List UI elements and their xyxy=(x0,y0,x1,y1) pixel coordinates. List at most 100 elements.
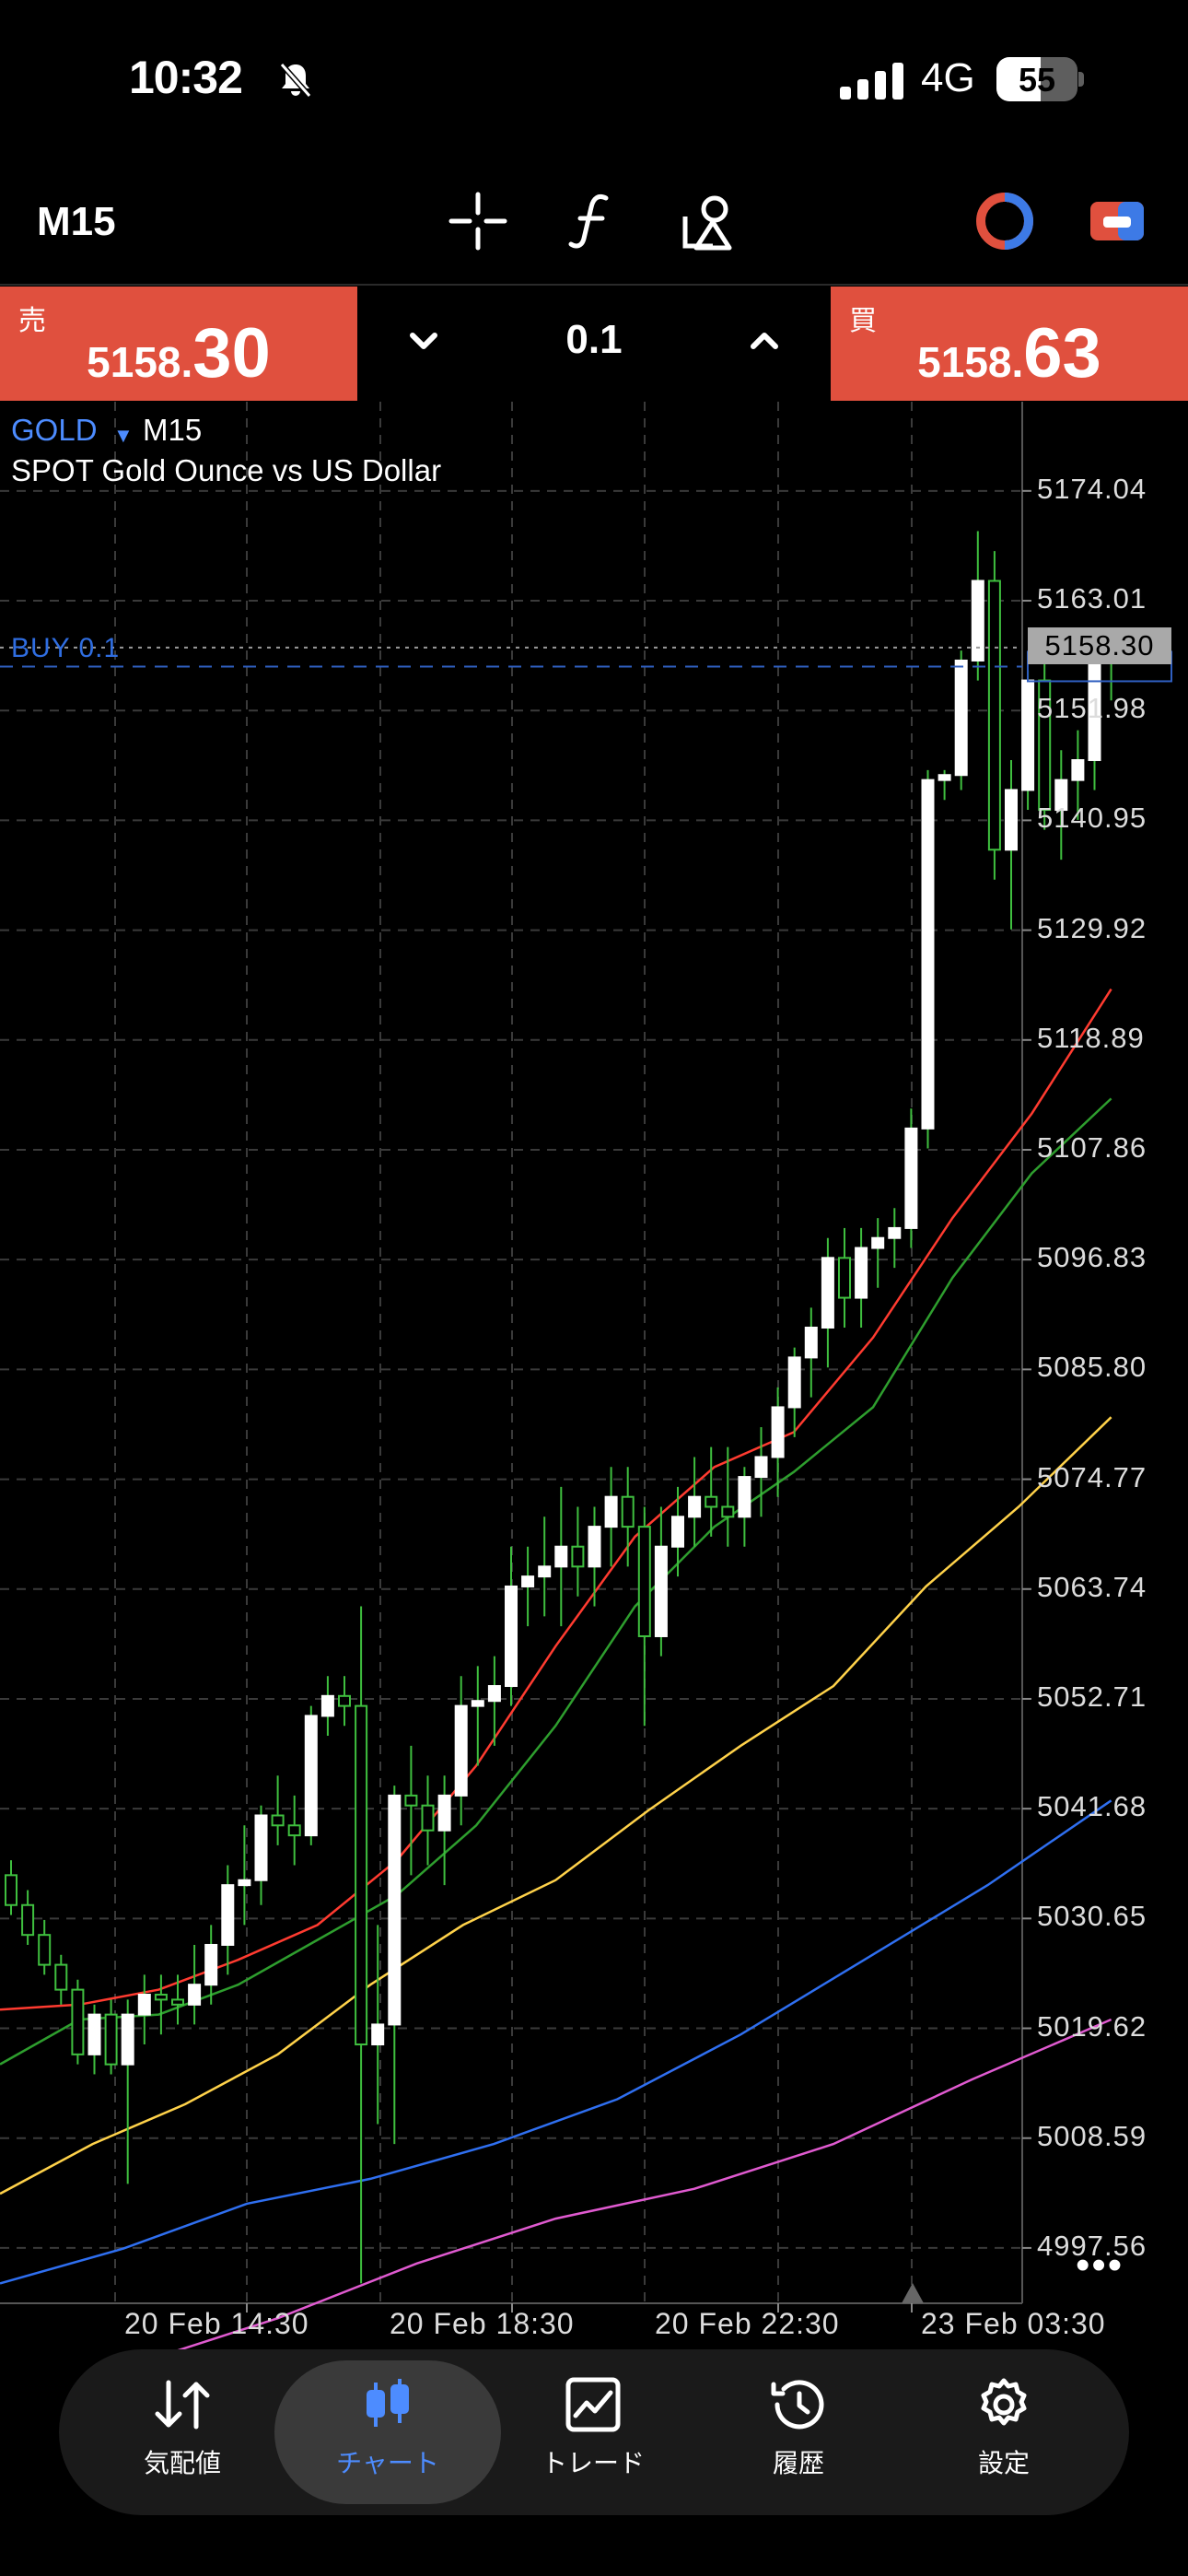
candle-body xyxy=(371,2023,385,2046)
candle xyxy=(238,1825,251,1926)
buy-button[interactable]: 買 5158.63 xyxy=(831,287,1188,401)
sell-label: 売 xyxy=(18,306,46,336)
candle xyxy=(938,769,951,801)
nav-item-history[interactable]: 履歴 xyxy=(706,2377,891,2480)
chart-symbol[interactable]: GOLD xyxy=(11,413,98,447)
y-tick-label: 5174.04 xyxy=(1037,472,1147,505)
y-tick-label: 5041.68 xyxy=(1037,1790,1147,1823)
nav-label-quotes: 気配値 xyxy=(143,2449,221,2477)
candle xyxy=(888,1208,902,1269)
bid-price-tag: 5158.30 xyxy=(1028,626,1171,664)
candle-body xyxy=(671,1516,684,1548)
y-tick-label: 5052.71 xyxy=(1037,1680,1147,1713)
candle-body xyxy=(104,2013,118,2066)
y-tick-label: 5019.62 xyxy=(1037,2009,1147,2043)
nav-item-quotes[interactable]: 気配値 xyxy=(90,2377,274,2480)
symbol-dropdown-icon[interactable]: ▼ xyxy=(113,424,134,447)
candle-body xyxy=(705,1495,718,1508)
sell-price-major: 5158. xyxy=(87,338,193,386)
candle xyxy=(5,1860,17,1915)
candle xyxy=(355,1606,368,2284)
nav-active-indicator xyxy=(274,2360,501,2504)
candle-body xyxy=(654,1545,668,1637)
candle xyxy=(388,1786,402,2145)
candle-body xyxy=(521,1575,535,1587)
volume-input[interactable]: 0.1 xyxy=(565,317,623,362)
candle-body xyxy=(388,1794,402,2026)
sell-button[interactable]: 売 5158.30 xyxy=(0,287,357,401)
nav-item-settings[interactable]: 設定 xyxy=(912,2377,1096,2480)
objects-icon[interactable] xyxy=(676,189,740,253)
settings-icon xyxy=(981,2378,1027,2426)
candle-body xyxy=(1054,779,1068,812)
price-chart[interactable] xyxy=(0,402,1188,2349)
candle xyxy=(171,1974,184,2025)
candle-body xyxy=(838,1257,851,1299)
candle-body xyxy=(738,1476,751,1518)
candle xyxy=(754,1427,768,1517)
candle xyxy=(371,1925,385,2125)
candle xyxy=(54,1954,68,2005)
x-tick-label: 20 Feb 22:30 xyxy=(655,2307,840,2340)
candle xyxy=(71,1979,85,2065)
position-line-label[interactable]: BUY 0.1 xyxy=(11,633,121,664)
candle-body xyxy=(987,580,1001,851)
candle-body xyxy=(271,1814,285,1827)
candle xyxy=(921,769,935,1149)
candle-body xyxy=(338,1694,351,1707)
candle xyxy=(721,1446,735,1547)
y-tick-label: 5107.86 xyxy=(1037,1130,1147,1164)
candle-body xyxy=(404,1794,418,1807)
trade-mode-icon[interactable] xyxy=(1085,189,1149,253)
candle-body xyxy=(287,1824,301,1837)
candle xyxy=(954,650,968,790)
candle xyxy=(104,1999,118,2075)
candle-body xyxy=(121,2013,134,2066)
candle xyxy=(588,1506,601,1607)
candle-body xyxy=(888,1226,902,1239)
y-tick-label: 5129.92 xyxy=(1037,911,1147,944)
candle-body xyxy=(21,1903,35,1937)
candle xyxy=(987,551,1001,880)
candle-body xyxy=(471,1700,484,1707)
candle-body xyxy=(855,1247,868,1299)
y-tick-label: 5074.77 xyxy=(1037,1460,1147,1493)
volume-increase-button[interactable] xyxy=(737,313,792,369)
candle-body xyxy=(5,1874,17,1906)
candle xyxy=(471,1666,484,1766)
buy-price-major: 5158. xyxy=(917,338,1024,386)
timeframe-button[interactable]: M15 xyxy=(37,199,116,244)
candle xyxy=(404,1745,418,1876)
nav-item-trade[interactable]: トレード xyxy=(501,2377,685,2480)
candle xyxy=(87,2004,101,2075)
candle-body xyxy=(254,1814,268,1881)
y-tick-label: 5008.59 xyxy=(1037,2119,1147,2152)
nav-label-settings: 設定 xyxy=(977,2449,1030,2477)
buy-label: 買 xyxy=(849,306,877,336)
candle xyxy=(204,1925,218,2005)
candle-body xyxy=(538,1565,552,1578)
candle xyxy=(554,1486,568,1627)
moving-average-line xyxy=(0,1097,1112,2066)
nav-item-chart[interactable]: チャート xyxy=(296,2377,480,2480)
candle xyxy=(38,1919,52,1975)
candle-body xyxy=(921,779,935,1130)
crosshair-icon[interactable] xyxy=(446,189,510,253)
more-options-icon[interactable]: ••• xyxy=(1076,2242,1124,2288)
candle-body xyxy=(38,1934,52,1966)
candle-body xyxy=(554,1545,568,1568)
candle-body xyxy=(787,1356,801,1409)
candle-body xyxy=(421,1804,435,1832)
candle-body xyxy=(171,1998,184,2006)
candle-body xyxy=(71,1988,85,2055)
candle xyxy=(320,1676,334,1737)
candle-body xyxy=(238,1879,251,1887)
y-tick-label: 4997.56 xyxy=(1037,2229,1147,2262)
candle xyxy=(1071,730,1085,820)
candle-body xyxy=(871,1236,885,1249)
candle xyxy=(1088,640,1101,790)
candle xyxy=(787,1347,801,1437)
volume-decrease-button[interactable] xyxy=(396,313,451,369)
one-click-trading-icon[interactable] xyxy=(973,189,1037,253)
indicators-icon[interactable] xyxy=(560,189,624,253)
